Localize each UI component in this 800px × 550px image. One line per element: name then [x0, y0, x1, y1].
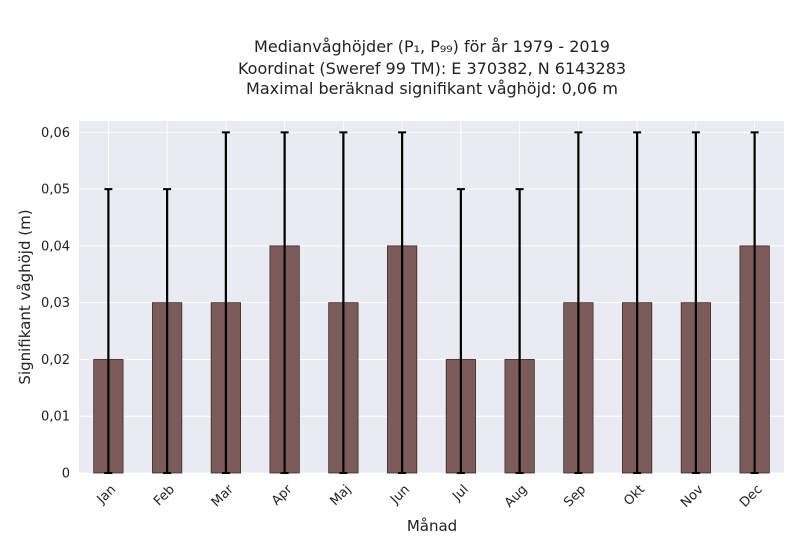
chart-title: Medianvåghöjder (P₁, P₉₉) för år 1979 - … [238, 37, 626, 98]
title-line-3: Maximal beräknad signifikant våghöjd: 0,… [246, 79, 618, 98]
x-tick-label: Sep [561, 482, 589, 510]
error-bars [104, 131, 759, 474]
y-tick-label: 0 [62, 467, 70, 482]
plot-area [79, 121, 784, 473]
x-tick-label: Okt [621, 482, 648, 509]
x-tick-label: Jun [387, 482, 413, 508]
x-tick-label: Apr [269, 482, 296, 509]
y-tick-label: 0,02 [41, 353, 70, 368]
y-tick-label: 0,03 [41, 296, 70, 311]
y-axis-label: Signifikant våghöjd (m) [16, 209, 34, 384]
title-line-1: Medianvåghöjder (P₁, P₉₉) för år 1979 - … [254, 37, 610, 56]
title-line-2: Koordinat (Sweref 99 TM): E 370382, N 61… [238, 59, 626, 78]
x-axis-label: Månad [407, 517, 457, 535]
y-axis-ticks: 0 0,01 0,02 0,03 0,04 0,05 0,06 [41, 126, 70, 482]
y-tick-label: 0,04 [41, 239, 70, 254]
x-tick-label: Dec [737, 482, 765, 510]
y-tick-label: 0,06 [41, 126, 70, 141]
x-tick-label: Feb [151, 482, 178, 509]
x-tick-label: Mar [209, 482, 237, 510]
y-tick-label: 0,01 [41, 410, 70, 425]
x-tick-label: Jul [449, 482, 471, 504]
x-tick-label: Jan [94, 482, 119, 507]
x-tick-label: Maj [327, 482, 354, 509]
y-tick-label: 0,05 [41, 183, 70, 198]
x-tick-label: Aug [502, 482, 531, 511]
x-tick-label: Nov [678, 482, 707, 511]
x-axis-ticks: Jan Feb Mar Apr Maj Jun Jul Aug Sep Okt Nov Dec [94, 482, 766, 511]
